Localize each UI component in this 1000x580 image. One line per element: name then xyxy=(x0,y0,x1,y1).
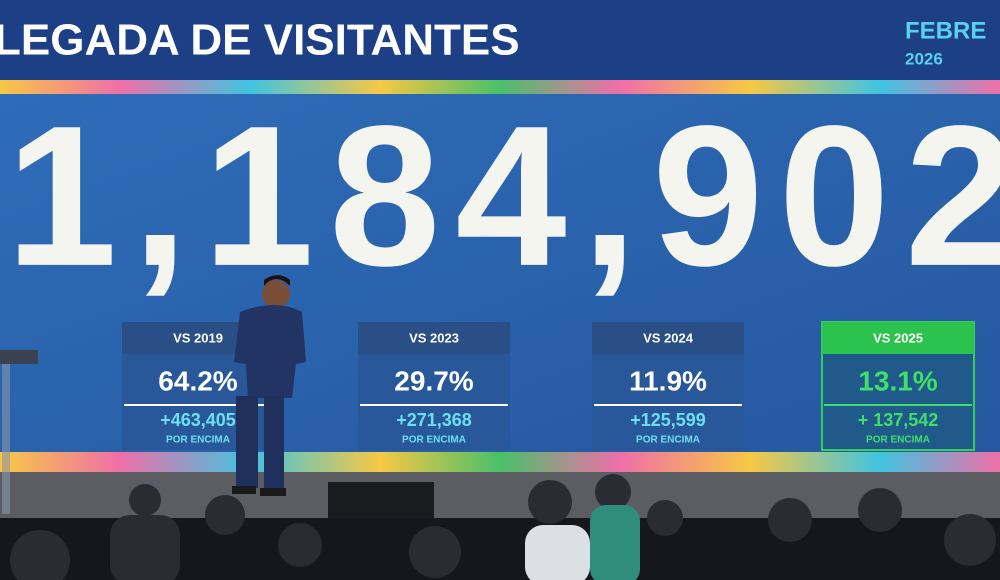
audience xyxy=(10,474,996,580)
card-note: POR ENCIMA xyxy=(402,435,466,446)
card-header xyxy=(822,322,974,354)
speaker xyxy=(232,275,306,496)
podium-stand xyxy=(2,364,10,514)
card-percent: 11.9% xyxy=(629,365,707,396)
card-header xyxy=(358,322,510,354)
card-note: POR ENCIMA xyxy=(636,435,700,446)
podium-top xyxy=(0,350,38,364)
header-bar xyxy=(0,0,1000,80)
card-percent: 29.7% xyxy=(394,365,473,396)
comparison-cards: VS 2019 64.2% +463,405 POR ENCIMA VS 2023 29.… xyxy=(122,321,975,451)
total-visitors: 1,184,902 xyxy=(6,85,1000,308)
header-year: 2026 xyxy=(905,49,943,68)
card-label: VS 2025 xyxy=(873,330,923,345)
card-header xyxy=(592,322,744,354)
card-delta: + 137,542 xyxy=(858,410,939,430)
card-note: POR ENCIMA xyxy=(166,435,230,446)
card-delta: +463,405 xyxy=(160,410,236,430)
top-stripe xyxy=(0,80,1000,94)
card-label: VS 2023 xyxy=(409,330,459,345)
stage xyxy=(0,472,1000,522)
bottom-stripe xyxy=(0,452,1000,472)
card-delta: +125,599 xyxy=(630,410,706,430)
card-note: POR ENCIMA xyxy=(866,435,930,446)
stage-monitor xyxy=(328,482,434,518)
header-title: LEGADA DE VISITANTES xyxy=(0,16,520,65)
header-month: FEBRE xyxy=(905,17,986,44)
card-percent: 64.2% xyxy=(158,365,237,396)
card-percent: 13.1% xyxy=(858,365,937,396)
card-label: VS 2024 xyxy=(643,330,694,345)
card-delta: +271,368 xyxy=(396,410,472,430)
card-label: VS 2019 xyxy=(173,330,223,345)
